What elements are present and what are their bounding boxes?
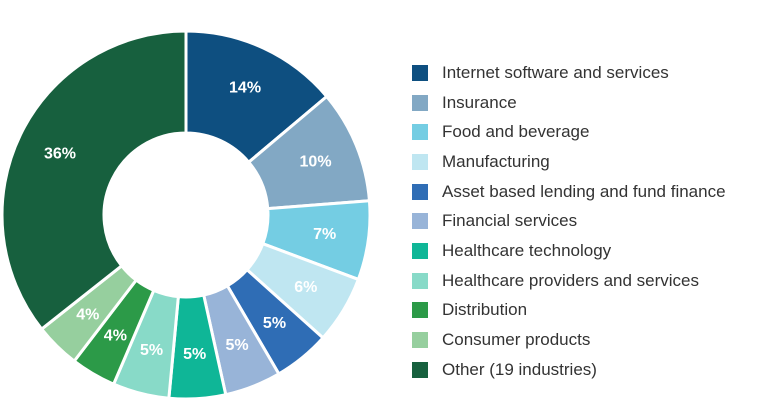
legend-label: Manufacturing [442, 151, 550, 171]
slice-percent-label: 5% [225, 337, 248, 354]
donut-labels: 14% 10% 7% 6% 5% 5% 5% 5% 4% 4% 36% [44, 80, 336, 364]
legend-label: Consumer products [442, 330, 591, 350]
legend-item: Internet software and services [412, 58, 726, 88]
legend-label: Asset based lending and fund finance [442, 181, 726, 201]
legend-item: Asset based lending and fund finance [412, 177, 726, 207]
legend-item: Distribution [412, 296, 726, 326]
legend-swatch [412, 183, 428, 200]
legend-item: Consumer products [412, 325, 726, 355]
legend-swatch [412, 272, 428, 289]
legend-swatch [412, 332, 428, 349]
donut-slice [184, 29, 329, 165]
legend-label: Healthcare technology [442, 240, 612, 260]
slice-percent-label: 14% [229, 80, 261, 97]
slice-percent-label: 6% [294, 279, 317, 296]
legend-swatch [412, 361, 428, 378]
slice-percent-label: 7% [313, 226, 336, 243]
legend-label: Insurance [442, 92, 517, 112]
slice-percent-label: 4% [76, 306, 99, 323]
donut-slice [0, 29, 188, 332]
legend-swatch [412, 213, 428, 230]
donut-slices [0, 29, 372, 401]
legend-item: Financial services [412, 206, 726, 236]
slice-percent-label: 36% [44, 145, 76, 162]
legend-item: Manufacturing [412, 147, 726, 177]
legend-label: Food and beverage [442, 122, 590, 142]
slice-percent-label: 5% [140, 342, 163, 359]
chart-legend: Internet software and services Insurance F… [412, 58, 726, 385]
legend-item: Other (19 industries) [412, 355, 726, 385]
slice-percent-label: 10% [300, 153, 332, 170]
slice-percent-label: 5% [183, 346, 206, 363]
legend-label: Financial services [442, 211, 578, 231]
legend-item: Healthcare technology [412, 236, 726, 266]
legend-swatch [412, 242, 428, 259]
legend-item: Insurance [412, 88, 726, 118]
legend-label: Distribution [442, 300, 528, 320]
legend-swatch [412, 302, 428, 319]
legend-label: Healthcare providers and services [442, 270, 700, 290]
legend-item: Food and beverage [412, 117, 726, 147]
legend-swatch [412, 94, 428, 111]
slice-percent-label: 5% [263, 315, 286, 332]
slice-percent-label: 4% [104, 327, 127, 344]
legend-swatch [412, 153, 428, 170]
legend-swatch [412, 64, 428, 81]
legend-label: Other (19 industries) [442, 359, 597, 379]
legend-item: Healthcare providers and services [412, 266, 726, 296]
legend-label: Internet software and services [442, 62, 669, 82]
legend-swatch [412, 124, 428, 141]
